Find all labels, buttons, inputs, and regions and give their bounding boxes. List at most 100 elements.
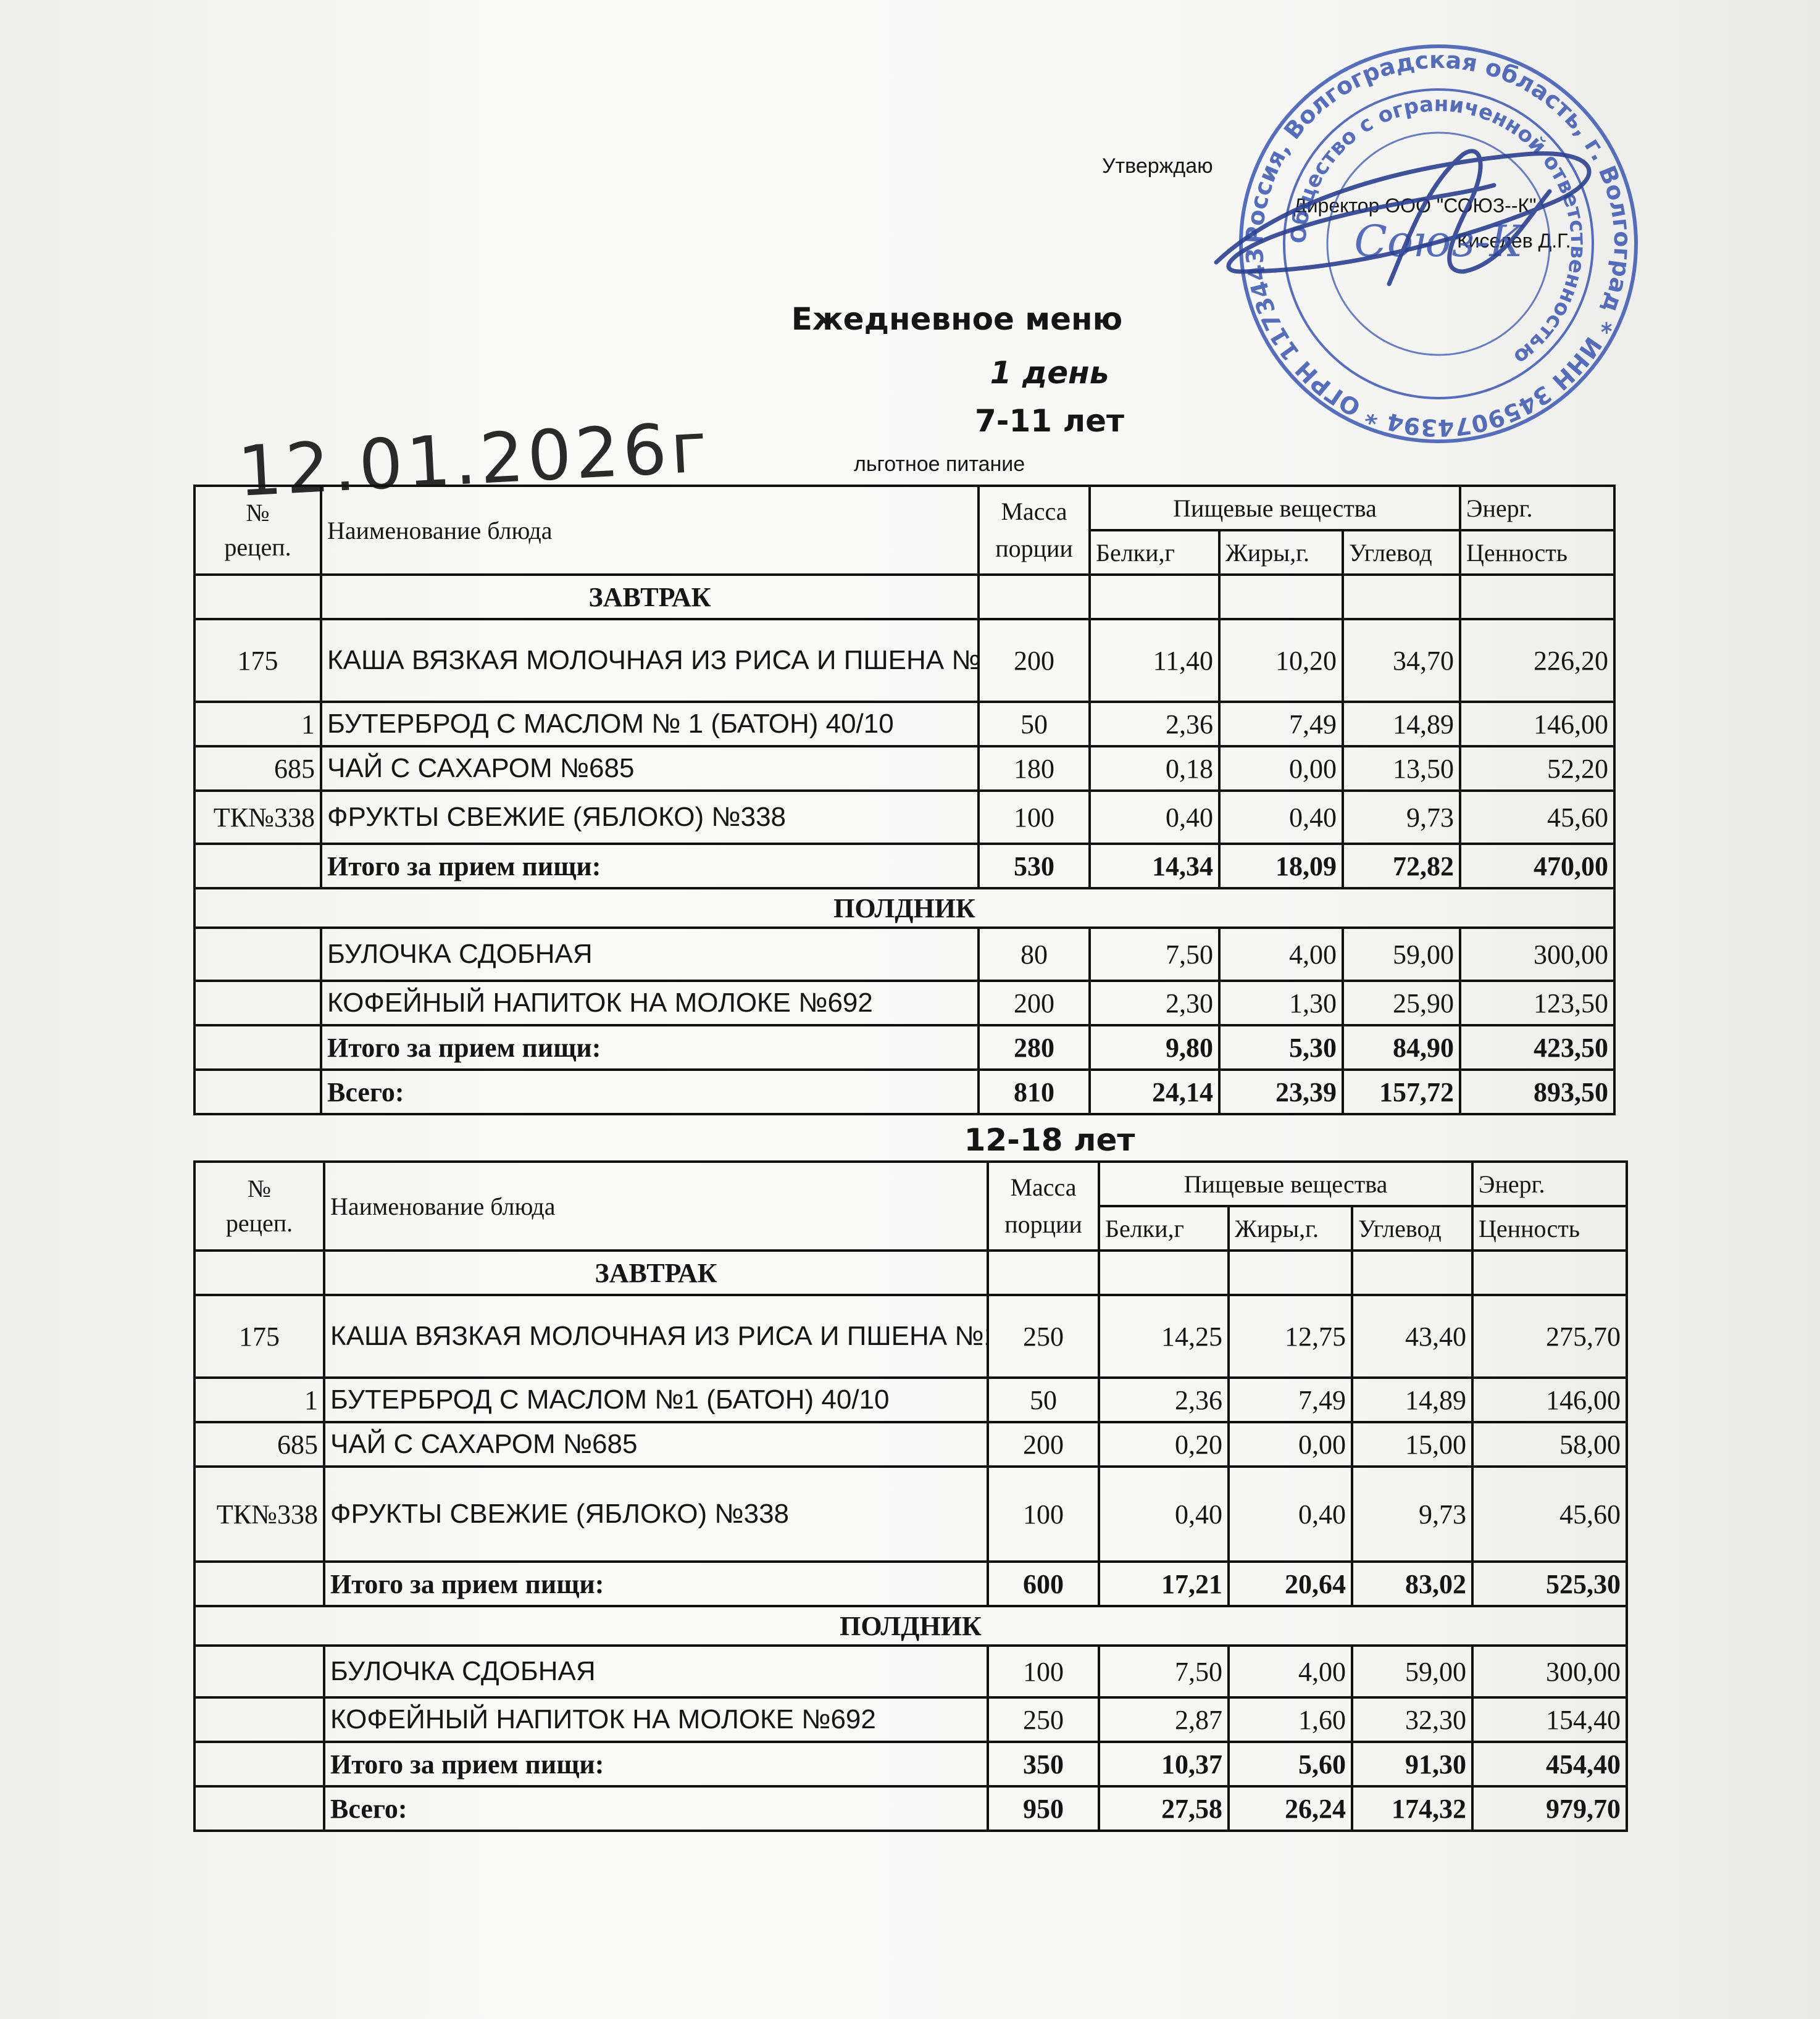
energy-value: 275,70 — [1471, 1294, 1629, 1379]
director-name: Киселев Д.Г. — [1457, 230, 1571, 252]
carbs-value: 174,32 — [1350, 1785, 1474, 1832]
carbs-value: 15,00 — [1350, 1421, 1474, 1468]
benefit-subtitle: льготное питание — [854, 452, 1025, 476]
mass-value: 200 — [987, 1421, 1100, 1468]
empty-cell — [1459, 573, 1616, 620]
mass-value: 530 — [977, 843, 1091, 889]
header-carbs: Углевод — [1341, 529, 1462, 576]
empty-cell — [1350, 1249, 1474, 1296]
protein-value: 0,40 — [1088, 789, 1221, 845]
header-energy-1: Энерг. — [1471, 1160, 1629, 1207]
table-row: ТК№338 ФРУКТЫ СВЕЖИЕ (ЯБЛОКО) №338 100 0… — [193, 1465, 1629, 1563]
carbs-value: 83,02 — [1350, 1560, 1474, 1607]
protein-value: 27,58 — [1098, 1785, 1230, 1832]
energy-value: 123,50 — [1459, 980, 1616, 1026]
table-row: БУЛОЧКА СДОБНАЯ 80 7,50 4,00 59,00 300,0… — [193, 926, 1616, 982]
energy-value: 45,60 — [1459, 789, 1616, 845]
carbs-value: 157,72 — [1341, 1068, 1462, 1115]
energy-value: 979,70 — [1471, 1785, 1629, 1832]
mass-value: 100 — [977, 789, 1091, 845]
subtotal-row: Итого за прием пищи: 600 17,21 20,64 83,… — [193, 1560, 1629, 1607]
carbs-value: 25,90 — [1341, 980, 1462, 1026]
energy-value: 300,00 — [1471, 1644, 1629, 1699]
fat-value: 7,49 — [1218, 701, 1344, 747]
recipe-number: 685 — [193, 745, 322, 792]
dish-name: ФРУКТЫ СВЕЖИЕ (ЯБЛОКО) №338 — [323, 1465, 989, 1563]
table-row: 175 КАША ВЯЗКАЯ МОЛОЧНАЯ ИЗ РИСА И ПШЕНА… — [193, 1294, 1629, 1379]
protein-value: 24,14 — [1088, 1068, 1221, 1115]
empty-cell — [1088, 573, 1221, 620]
energy-value: 45,60 — [1471, 1465, 1629, 1563]
fat-value: 5,30 — [1218, 1024, 1344, 1071]
age-group-heading: 7-11 лет — [974, 403, 1125, 439]
recipe-number: 685 — [193, 1421, 325, 1468]
protein-value: 17,21 — [1098, 1560, 1230, 1607]
mass-value: 50 — [987, 1376, 1100, 1423]
recipe-number — [193, 1696, 325, 1743]
empty-cell — [977, 573, 1091, 620]
empty-cell — [193, 1741, 325, 1788]
protein-value: 0,40 — [1098, 1465, 1230, 1563]
subtotal-row: Итого за прием пищи: 350 10,37 5,60 91,3… — [193, 1741, 1629, 1788]
energy-value: 146,00 — [1459, 701, 1616, 747]
mass-value: 350 — [987, 1741, 1100, 1788]
energy-value: 58,00 — [1471, 1421, 1629, 1468]
fat-value: 10,20 — [1218, 618, 1344, 703]
subtotal-label: Итого за прием пищи: — [320, 843, 980, 889]
mass-value: 280 — [977, 1024, 1091, 1071]
protein-value: 11,40 — [1088, 618, 1221, 703]
day-label: 1 день — [990, 355, 1109, 391]
director-signature — [1214, 149, 1592, 286]
table-row: 175 КАША ВЯЗКАЯ МОЛОЧНАЯ ИЗ РИСА И ПШЕНА… — [193, 618, 1616, 703]
company-stamp: Россия, Волгоградская область, г. Волгог… — [1204, 28, 1638, 443]
empty-cell — [1218, 573, 1344, 620]
header-recipe: № рецеп. — [193, 485, 322, 576]
mass-value: 810 — [977, 1068, 1091, 1115]
header-protein: Белки,г — [1098, 1205, 1230, 1252]
fat-value: 20,64 — [1227, 1560, 1353, 1607]
dish-name: БУЛОЧКА СДОБНАЯ — [320, 926, 980, 982]
protein-value: 2,87 — [1098, 1696, 1230, 1743]
subtotal-label: Итого за прием пищи: — [323, 1560, 989, 1607]
header-nutrients: Пищевые вещества — [1088, 485, 1462, 531]
energy-value: 454,40 — [1471, 1741, 1629, 1788]
dish-name: КАША ВЯЗКАЯ МОЛОЧНАЯ ИЗ РИСА И ПШЕНА №17… — [320, 618, 980, 703]
mass-value: 80 — [977, 926, 1091, 982]
fat-value: 5,60 — [1227, 1741, 1353, 1788]
age-group-heading-2: 12-18 лет — [964, 1122, 1135, 1158]
energy-value: 226,20 — [1459, 618, 1616, 703]
carbs-value: 13,50 — [1341, 745, 1462, 792]
energy-value: 423,50 — [1459, 1024, 1616, 1071]
header-fat: Жиры,г. — [1218, 529, 1344, 576]
empty-cell — [1227, 1249, 1353, 1296]
carbs-value: 14,89 — [1350, 1376, 1474, 1423]
fat-value: 4,00 — [1227, 1644, 1353, 1699]
carbs-value: 9,73 — [1350, 1465, 1474, 1563]
protein-value: 10,37 — [1098, 1741, 1230, 1788]
dish-name: БУЛОЧКА СДОБНАЯ — [323, 1644, 989, 1699]
menu-table-7-11: № рецеп. Наименование блюда Масса порции П… — [193, 485, 1616, 1115]
approve-label: Утверждаю — [1102, 154, 1213, 178]
protein-value: 7,50 — [1088, 926, 1221, 982]
carbs-value: 59,00 — [1341, 926, 1462, 982]
section-snack: ПОЛДНИК — [193, 1605, 1629, 1647]
fat-value: 1,30 — [1218, 980, 1344, 1026]
mass-value: 600 — [987, 1560, 1100, 1607]
table-row: ТК№338 ФРУКТЫ СВЕЖИЕ (ЯБЛОКО) №338 100 0… — [193, 789, 1616, 845]
protein-value: 2,30 — [1088, 980, 1221, 1026]
protein-value: 14,34 — [1088, 843, 1221, 889]
recipe-number — [193, 1644, 325, 1699]
dish-name: КОФЕЙНЫЙ НАПИТОК НА МОЛОКЕ №692 — [320, 980, 980, 1026]
dish-name: ФРУКТЫ СВЕЖИЕ (ЯБЛОКО) №338 — [320, 789, 980, 845]
mass-value: 200 — [977, 618, 1091, 703]
table-row: 685 ЧАЙ С САХАРОМ №685 200 0,20 0,00 15,… — [193, 1421, 1629, 1468]
energy-value: 525,30 — [1471, 1560, 1629, 1607]
fat-value: 0,40 — [1218, 789, 1344, 845]
header-protein: Белки,г — [1088, 529, 1221, 576]
carbs-value: 9,73 — [1341, 789, 1462, 845]
recipe-number — [193, 980, 322, 1026]
fat-value: 18,09 — [1218, 843, 1344, 889]
empty-cell — [193, 573, 322, 620]
dish-name: КОФЕЙНЫЙ НАПИТОК НА МОЛОКЕ №692 — [323, 1696, 989, 1743]
